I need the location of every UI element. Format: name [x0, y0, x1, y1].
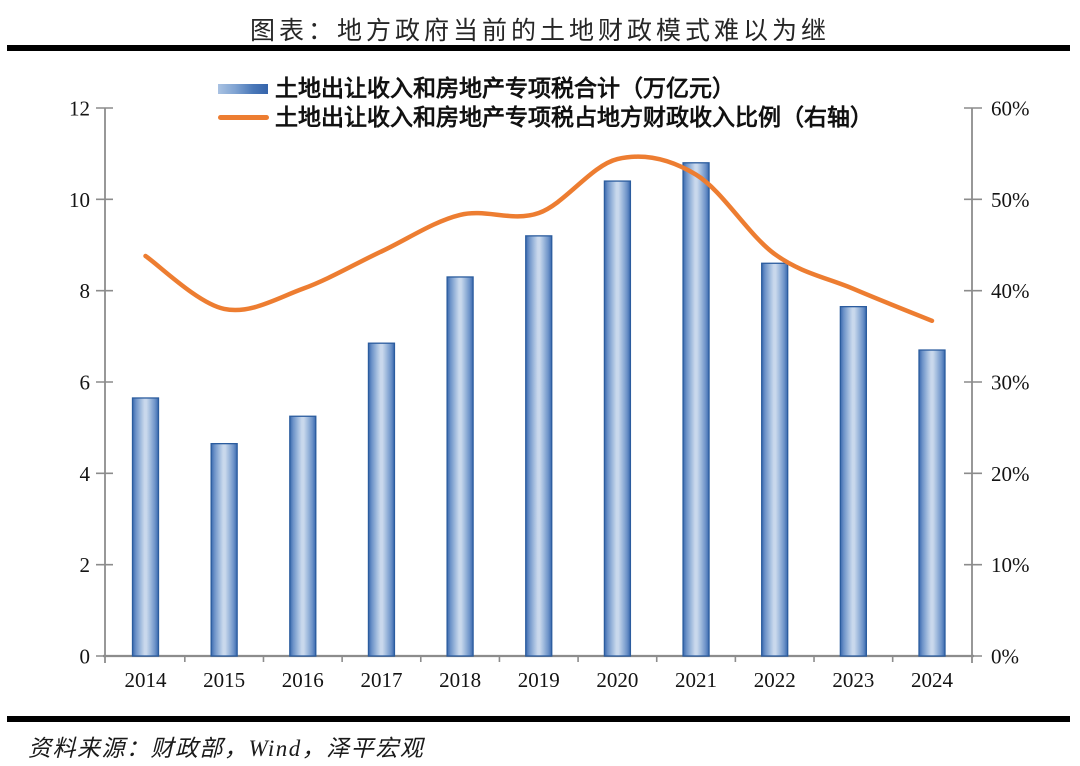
- svg-text:2022: 2022: [754, 668, 796, 692]
- svg-text:40%: 40%: [991, 279, 1030, 303]
- chart-legend: 土地出让收入和房地产专项税合计（万亿元） 土地出让收入和房地产专项税占地方财政收…: [218, 74, 873, 132]
- legend-line-swatch: [218, 115, 269, 120]
- legend-line-label: 土地出让收入和房地产专项税占地方财政收入比例（右轴）: [275, 105, 873, 130]
- svg-text:20%: 20%: [991, 462, 1030, 486]
- svg-text:2023: 2023: [832, 668, 874, 692]
- svg-text:12: 12: [69, 97, 90, 121]
- chart-title: 图表：地方政府当前的土地财政模式难以为继: [249, 18, 830, 45]
- svg-text:10: 10: [69, 188, 90, 212]
- svg-text:10%: 10%: [991, 553, 1030, 577]
- svg-text:2: 2: [80, 553, 91, 577]
- svg-text:4: 4: [80, 462, 91, 486]
- svg-text:60%: 60%: [991, 97, 1030, 121]
- svg-text:2021: 2021: [675, 668, 717, 692]
- bottom-divider: [7, 716, 1070, 722]
- svg-text:2016: 2016: [282, 668, 324, 692]
- svg-text:0: 0: [80, 645, 91, 669]
- source-note: 资料来源：财政部，Wind，泽平宏观: [28, 736, 425, 761]
- svg-text:2015: 2015: [203, 668, 245, 692]
- legend-item-bar: 土地出让收入和房地产专项税合计（万亿元）: [218, 74, 873, 103]
- top-divider: [7, 45, 1070, 51]
- svg-text:0%: 0%: [991, 645, 1019, 669]
- line-series-layer: [143, 154, 935, 324]
- svg-text:30%: 30%: [991, 371, 1030, 395]
- legend-bar-swatch: [218, 83, 268, 94]
- axis-labels-layer: 0 2 4 6 8 10 12 0% 10% 20% 30% 40% 50% 60% 2014 2015 201…: [69, 97, 1030, 693]
- svg-text:6: 6: [80, 371, 91, 395]
- svg-text:2017: 2017: [360, 668, 402, 692]
- bar-series-layer: [131, 162, 946, 657]
- svg-text:2014: 2014: [125, 668, 168, 692]
- svg-text:50%: 50%: [991, 188, 1030, 212]
- legend-bar-label: 土地出让收入和房地产专项税合计（万亿元）: [275, 76, 735, 101]
- svg-text:2020: 2020: [596, 668, 638, 692]
- legend-item-line: 土地出让收入和房地产专项税占地方财政收入比例（右轴）: [218, 103, 873, 132]
- svg-text:2019: 2019: [518, 668, 560, 692]
- svg-text:2024: 2024: [911, 668, 954, 692]
- svg-text:8: 8: [80, 279, 91, 303]
- svg-text:2018: 2018: [439, 668, 481, 692]
- combo-chart-canvas: 0 2 4 6 8 10 12 0% 10% 20% 30% 40% 50% 60% 2014 2015 201…: [69, 97, 1030, 693]
